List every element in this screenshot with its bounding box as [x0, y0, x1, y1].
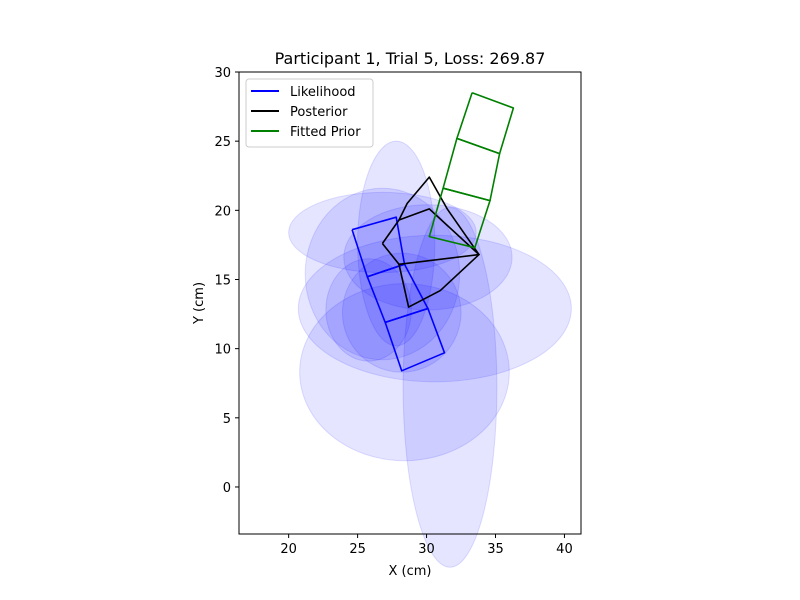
x-tick-label-40: 40 [556, 542, 573, 557]
x-tick-label-20: 20 [280, 542, 297, 557]
x-tick-label-30: 30 [418, 542, 435, 557]
series-fitted-prior-segment-1 [442, 137, 501, 202]
y-tick-label-0: 0 [223, 481, 231, 496]
ellipse-8 [341, 252, 462, 373]
chart-title: Participant 1, Trial 5, Loss: 269.87 [275, 49, 546, 68]
series-posterior-segment-1 [398, 176, 480, 308]
ellipse-1 [304, 187, 461, 361]
y-tick-label-10: 10 [214, 343, 231, 358]
ellipse-6 [299, 283, 510, 462]
ellipses-layer [288, 140, 572, 568]
series-fitted-prior-segment-2 [428, 187, 491, 249]
legend-label-posterior: Posterior [290, 105, 348, 120]
series-posterior-segment-0 [381, 208, 480, 266]
series-fitted-prior-segment-0 [456, 91, 515, 155]
legend: Likelihood Posterior Fitted Prior [245, 78, 374, 148]
y-tick-label-20: 20 [214, 204, 231, 219]
lines-layer [351, 91, 515, 372]
y-tick-label-25: 25 [214, 135, 231, 150]
x-axis-label: X (cm) [389, 564, 432, 579]
y-tick-label-15: 15 [214, 273, 231, 288]
y-tick-label-30: 30 [214, 66, 231, 81]
legend-label-fitted-prior: Fitted Prior [290, 125, 361, 140]
series-likelihood-segment-2 [384, 307, 446, 372]
x-axis: 20 25 30 35 40 [280, 534, 573, 557]
y-axis-label: Y (cm) [192, 282, 207, 325]
plot-frame [238, 71, 582, 535]
y-axis: 0 5 10 15 20 25 30 [214, 66, 239, 496]
y-tick-label-5: 5 [223, 412, 231, 427]
x-tick-label-35: 35 [487, 542, 504, 557]
legend-label-likelihood: Likelihood [290, 85, 356, 100]
ellipse-0 [288, 191, 477, 274]
x-tick-label-25: 25 [349, 542, 366, 557]
